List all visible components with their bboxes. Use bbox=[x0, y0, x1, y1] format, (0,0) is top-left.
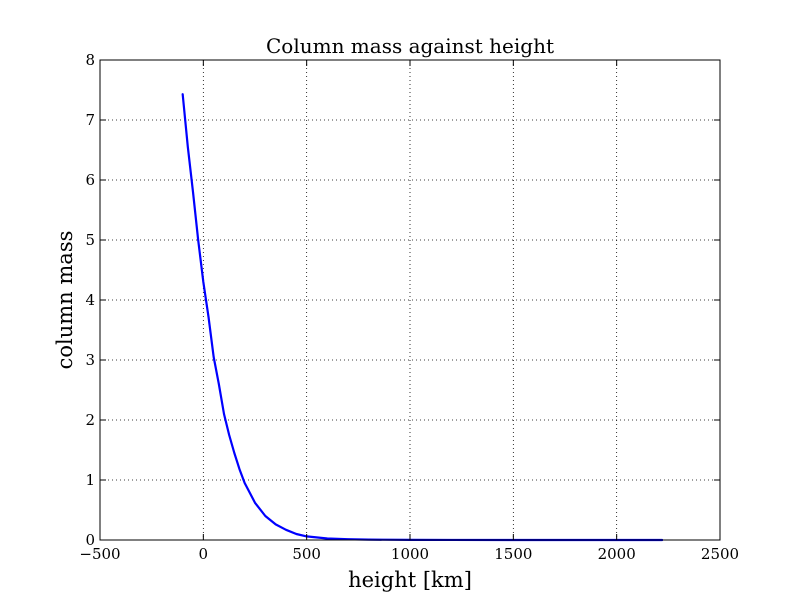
x-tick-label: 500 bbox=[292, 545, 321, 563]
grid bbox=[100, 60, 720, 540]
chart-title: Column mass against height bbox=[266, 34, 554, 58]
x-tick-labels: −500 0 500 1000 1500 2000 2500 bbox=[79, 545, 739, 563]
y-tick-label: 1 bbox=[85, 471, 95, 489]
y-tick-label: 2 bbox=[85, 411, 95, 429]
axis-ticks bbox=[99, 59, 721, 541]
series-layer bbox=[181, 93, 664, 542]
y-tick-label: 5 bbox=[85, 231, 95, 249]
y-tick-label: 6 bbox=[85, 171, 95, 189]
y-tick-label: 0 bbox=[85, 531, 95, 549]
x-tick-label: 1500 bbox=[494, 545, 532, 563]
x-tick-label: 2000 bbox=[598, 545, 636, 563]
y-axis-label: column mass bbox=[53, 231, 77, 370]
y-tick-label: 7 bbox=[85, 111, 95, 129]
x-tick-label: −500 bbox=[79, 545, 120, 563]
series-line bbox=[181, 93, 664, 542]
y-tick-label: 4 bbox=[85, 291, 95, 309]
y-tick-label: 3 bbox=[85, 351, 95, 369]
x-axis-label: height [km] bbox=[348, 568, 472, 592]
x-tick-label: 0 bbox=[199, 545, 209, 563]
x-tick-label: 1000 bbox=[391, 545, 429, 563]
y-tick-label: 8 bbox=[85, 51, 95, 69]
x-tick-label: 2500 bbox=[701, 545, 739, 563]
y-tick-labels: 0 1 2 3 4 5 6 7 8 bbox=[85, 51, 95, 549]
